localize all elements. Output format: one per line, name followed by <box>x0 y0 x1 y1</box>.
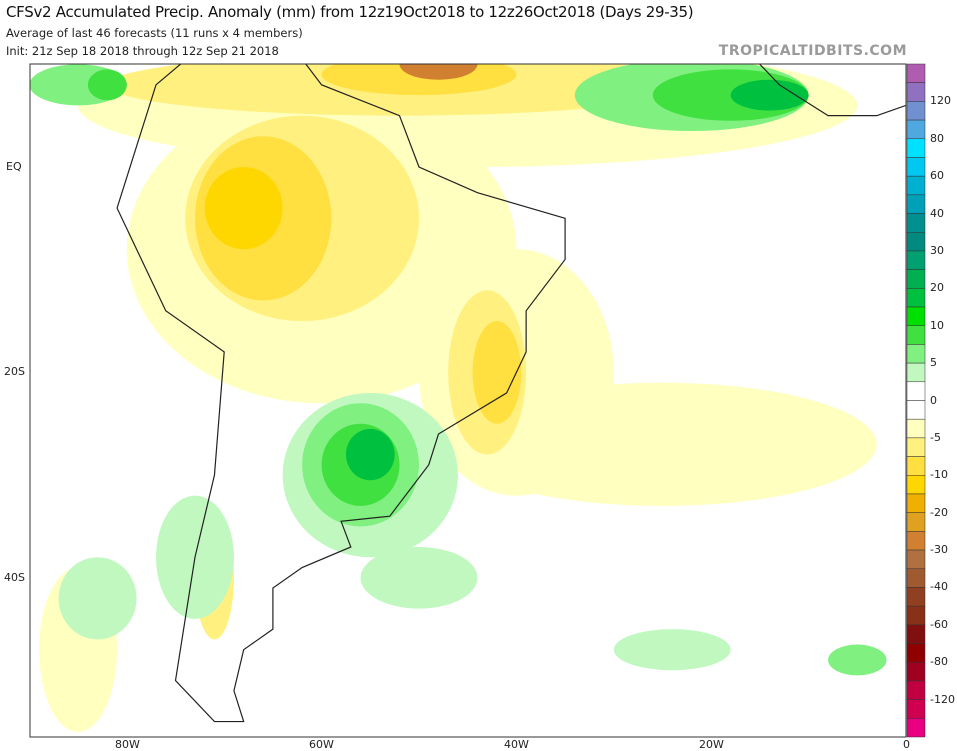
colorbar-label: 60 <box>930 169 944 183</box>
colorbar-label: -10 <box>930 468 948 482</box>
colorbar-label: -120 <box>930 692 955 706</box>
anomaly-contour <box>448 382 877 506</box>
colorbar-cell <box>906 344 926 364</box>
colorbar-label: 30 <box>930 243 944 257</box>
anomaly-contour <box>828 644 887 676</box>
anomaly-contour <box>613 629 731 671</box>
brand-watermark: TROPICALTIDBITS.COM <box>718 43 907 59</box>
colorbar-cell <box>906 381 926 401</box>
colorbar-cell <box>906 699 926 719</box>
colorbar-cell <box>906 213 926 233</box>
colorbar-cell <box>906 493 926 513</box>
lat-label-eq: EQ <box>6 160 22 173</box>
colorbar-label: 40 <box>930 206 944 220</box>
colorbar-cell <box>906 194 926 214</box>
anomaly-contour <box>360 546 478 609</box>
colorbar-cell <box>906 531 926 551</box>
anomaly-contour <box>730 79 809 111</box>
anomaly-contour <box>58 557 137 640</box>
colorbar-cell <box>906 437 926 457</box>
colorbar-cell <box>906 587 926 607</box>
lon-label-60w: 60W <box>309 738 334 751</box>
anomaly-field <box>30 64 906 732</box>
colorbar-cell <box>906 475 926 495</box>
colorbar-cell <box>906 63 926 83</box>
colorbar-cell <box>906 549 926 569</box>
init-info: Init: 21z Sep 18 2018 through 12z Sep 21… <box>6 44 279 58</box>
anomaly-contour <box>345 428 395 481</box>
colorbar-label: -80 <box>930 655 948 669</box>
colorbar-cell <box>906 306 926 326</box>
colorbar-label: 0 <box>930 393 937 407</box>
colorbar-cell <box>906 568 926 588</box>
colorbar-label: -20 <box>930 505 948 519</box>
colorbar-cell <box>906 456 926 476</box>
anomaly-contour <box>399 64 478 80</box>
africa-coastline <box>758 64 906 117</box>
colorbar-cell <box>906 157 926 177</box>
map-subtitle: Average of last 46 forecasts (11 runs x … <box>6 26 303 40</box>
colorbar-cell <box>906 82 926 102</box>
colorbar-cell <box>906 512 926 532</box>
colorbar-cell <box>906 101 926 121</box>
lon-label-40w: 40W <box>504 738 529 751</box>
colorbar-label: 120 <box>930 94 951 108</box>
lat-label-20s: 20S <box>4 365 25 378</box>
colorbar-cell <box>906 362 926 383</box>
colorbar-label: -40 <box>930 580 948 594</box>
colorbar-label: 80 <box>930 131 944 145</box>
colorbar-cell <box>906 418 926 439</box>
anomaly-contour <box>87 69 127 101</box>
colorbar-cell <box>906 288 926 308</box>
map-frame <box>29 63 907 738</box>
lat-label-40s: 40S <box>4 571 25 584</box>
map-title: CFSv2 Accumulated Precip. Anomaly (mm) f… <box>6 3 694 21</box>
colorbar-cell <box>906 232 926 252</box>
colorbar-label: -5 <box>930 430 941 444</box>
colorbar-label: 5 <box>930 356 937 370</box>
colorbar-cell <box>906 680 926 700</box>
colorbar-cell <box>906 119 926 140</box>
lon-label-20w: 20W <box>699 738 724 751</box>
colorbar-cell <box>906 325 926 345</box>
anomaly-contour <box>204 167 283 250</box>
colorbar-cell <box>906 605 926 626</box>
lon-label-80w: 80W <box>115 738 140 751</box>
south-america-coastline <box>116 64 566 723</box>
colorbar-label: 20 <box>930 281 944 295</box>
lon-label-0: 0 <box>903 738 910 751</box>
colorbar-cell <box>906 400 926 420</box>
colorbar-cell <box>906 138 926 158</box>
colorbar-cell <box>906 175 926 196</box>
colorbar-label: -30 <box>930 543 948 557</box>
colorbar-cell <box>906 661 926 682</box>
anomaly-contour <box>472 321 522 424</box>
colorbar-label: -60 <box>930 617 948 631</box>
colorbar-cell <box>906 718 926 738</box>
colorbar-label: 10 <box>930 318 944 332</box>
colorbar-cell <box>906 269 926 289</box>
colorbar-cell <box>906 643 926 663</box>
colorbar-cell <box>906 624 926 644</box>
colorbar-cell <box>906 250 926 270</box>
